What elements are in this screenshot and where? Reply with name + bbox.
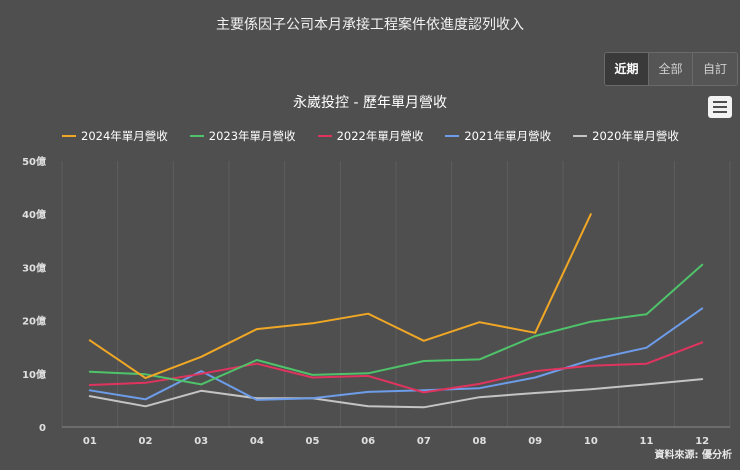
x-tick-label: 01 bbox=[83, 436, 97, 447]
range-selector: 近期 全部 自訂 bbox=[604, 52, 738, 86]
x-tick-label: 04 bbox=[250, 436, 264, 447]
y-tick-label: 20億 bbox=[22, 315, 46, 328]
x-tick-label: 05 bbox=[306, 436, 320, 447]
chart-title: 永崴投控 - 歷年單月營收 bbox=[293, 95, 447, 111]
y-tick-label: 10億 bbox=[22, 368, 46, 381]
range-custom-button[interactable]: 自訂 bbox=[693, 53, 737, 85]
x-tick-label: 02 bbox=[139, 436, 153, 447]
announcement-text: 主要係因子公司本月承接工程案件依進度認列收入 bbox=[216, 17, 524, 33]
series-line-2023 bbox=[88, 263, 704, 386]
x-tick-label: 08 bbox=[473, 436, 487, 447]
x-tick-label: 12 bbox=[695, 436, 709, 447]
chart-legend: 2024年單月營收 2023年單月營收 2022年單月營收 2021年單月營收 … bbox=[62, 128, 679, 144]
x-tick-label: 10 bbox=[584, 436, 598, 447]
series-line-2024 bbox=[88, 213, 592, 380]
legend-item-2020[interactable]: 2020年單月營收 bbox=[573, 128, 679, 144]
series-line-2020 bbox=[88, 378, 704, 409]
legend-swatch-2020 bbox=[573, 135, 588, 137]
series-line-2022 bbox=[88, 341, 704, 394]
y-tick-label: 0 bbox=[39, 423, 46, 434]
y-tick-label: 30億 bbox=[22, 261, 46, 274]
legend-swatch-2021 bbox=[445, 135, 460, 137]
data-source-credit: 資料來源: 優分析 bbox=[654, 450, 732, 461]
x-tick-label: 06 bbox=[361, 436, 375, 447]
x-tick-label: 11 bbox=[640, 436, 654, 447]
legend-item-2021[interactable]: 2021年單月營收 bbox=[445, 128, 551, 144]
legend-item-2024[interactable]: 2024年單月營收 bbox=[62, 128, 168, 144]
legend-label-2024: 2024年單月營收 bbox=[81, 129, 168, 143]
legend-item-2022[interactable]: 2022年單月營收 bbox=[317, 128, 424, 144]
hamburger-menu-icon[interactable] bbox=[708, 96, 732, 118]
legend-item-2023[interactable]: 2023年單月營收 bbox=[189, 128, 296, 144]
legend-label-2020: 2020年單月營收 bbox=[592, 129, 679, 143]
range-recent-button[interactable]: 近期 bbox=[605, 53, 649, 85]
y-tick-label: 50億 bbox=[22, 155, 46, 168]
x-tick-label: 09 bbox=[528, 436, 542, 447]
y-tick-label: 40億 bbox=[22, 208, 46, 221]
x-tick-label: 03 bbox=[194, 436, 208, 447]
x-tick-label: 07 bbox=[417, 436, 431, 447]
legend-label-2022: 2022年單月營收 bbox=[336, 129, 424, 143]
legend-swatch-2024 bbox=[62, 135, 76, 137]
range-all-button[interactable]: 全部 bbox=[649, 53, 693, 85]
legend-swatch-2022 bbox=[317, 135, 332, 137]
legend-label-2023: 2023年單月營收 bbox=[208, 129, 296, 143]
legend-swatch-2023 bbox=[189, 135, 204, 137]
legend-label-2021: 2021年單月營收 bbox=[464, 129, 552, 143]
